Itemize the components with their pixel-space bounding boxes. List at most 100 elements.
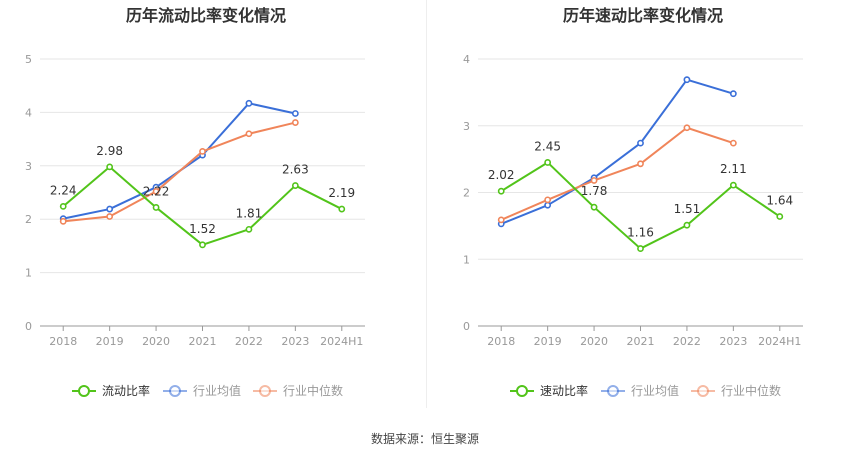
data-point: [106, 213, 114, 220]
data-label: 2.11: [720, 162, 747, 176]
legend-label: 行业中位数: [283, 383, 343, 398]
legend-label: 行业均值: [631, 383, 679, 398]
x-tick-label: 2020: [580, 335, 608, 348]
data-point: [291, 182, 299, 189]
data-point: [106, 205, 114, 213]
data-point: [776, 213, 784, 220]
data-label: 2.22: [143, 184, 170, 198]
x-tick-label: 2021: [189, 335, 217, 348]
y-tick-label: 2: [463, 187, 470, 200]
series-line: [500, 126, 734, 221]
x-tick-label: 2019: [96, 335, 124, 348]
data-point: [199, 147, 206, 155]
data-point: [245, 130, 253, 138]
data-point: [152, 188, 160, 195]
source-note: 数据来源：恒生聚源: [370, 432, 479, 446]
x-tick-label: 2018: [487, 335, 515, 348]
data-label: 1.16: [627, 226, 654, 240]
legend-label: 流动比率: [102, 383, 150, 398]
series-line: [500, 78, 734, 225]
data-point: [590, 203, 598, 211]
data-label: 2.45: [534, 139, 561, 153]
data-point: [199, 241, 206, 249]
data-point: [637, 139, 644, 147]
legend-label: 速动比率: [540, 383, 588, 398]
data-point: [729, 139, 737, 147]
x-tick-label: 2023: [281, 335, 309, 348]
series-line: [63, 121, 296, 223]
legend-label: 行业中位数: [721, 383, 781, 398]
series-line: [63, 102, 296, 220]
data-point: [106, 163, 114, 171]
legend-item: 行业均值: [601, 383, 679, 398]
chart-title: 历年流动比率变化情况: [126, 6, 286, 25]
legend-marker: [607, 385, 619, 397]
data-point: [59, 202, 67, 210]
legend-item: 行业中位数: [691, 383, 781, 398]
legend-marker: [516, 385, 528, 397]
y-tick-label: 0: [463, 320, 470, 333]
legend-marker: [259, 385, 271, 397]
data-point: [544, 201, 552, 209]
x-tick-label: 2020: [142, 335, 170, 348]
data-label: 2.63: [282, 163, 309, 177]
data-point: [291, 119, 299, 126]
legend-marker: [78, 385, 90, 397]
y-tick-label: 3: [25, 160, 32, 173]
data-label: 1.81: [236, 206, 263, 220]
data-point: [152, 204, 160, 211]
data-label: 1.51: [674, 202, 701, 216]
data-point: [683, 124, 691, 132]
y-tick-label: 3: [463, 120, 470, 133]
chart-1: 历年流动比率变化情况 0 1 2 3 4 5 2018 2019 2020 2021 2022 2023…: [25, 6, 365, 398]
panel-divider: [426, 0, 427, 408]
x-tick-label: 2024H1: [320, 335, 363, 348]
data-point: [729, 181, 737, 189]
data-point: [544, 196, 552, 204]
data-label: 2.24: [50, 183, 77, 197]
data-label: 1.52: [189, 222, 216, 236]
legend-item: 速动比率: [510, 383, 588, 398]
data-point: [590, 177, 598, 184]
x-tick-label: 2022: [235, 335, 263, 348]
legend-marker: [169, 385, 181, 397]
data-point: [497, 187, 505, 195]
legend-item: 流动比率: [72, 383, 150, 398]
data-label: 2.98: [96, 144, 123, 158]
y-tick-label: 4: [25, 106, 32, 119]
x-tick-label: 2021: [627, 335, 655, 348]
x-tick-label: 2024H1: [758, 335, 801, 348]
x-tick-label: 2023: [719, 335, 747, 348]
data-point: [729, 90, 737, 98]
y-tick-label: 2: [25, 213, 32, 226]
legend-item: 行业均值: [163, 383, 241, 398]
legend-label: 行业均值: [193, 383, 241, 398]
data-point: [544, 159, 552, 166]
data-label: 1.64: [766, 194, 793, 208]
y-tick-label: 1: [463, 253, 470, 266]
data-label: 2.19: [328, 186, 355, 200]
data-label: 1.78: [581, 184, 608, 198]
data-point: [245, 225, 253, 233]
y-tick-label: 5: [25, 53, 32, 66]
chart-2: 历年速动比率变化情况 0 1 2 3 4 2018 2019 2020 2021 2022 2023 2…: [463, 6, 803, 398]
data-point: [59, 217, 67, 225]
x-tick-label: 2018: [49, 335, 77, 348]
data-point: [338, 205, 346, 213]
data-point: [683, 221, 691, 229]
y-tick-label: 1: [25, 267, 32, 280]
data-point: [683, 76, 691, 84]
x-tick-label: 2019: [534, 335, 562, 348]
data-label: 2.02: [488, 168, 515, 182]
legend-item: 行业中位数: [253, 383, 343, 398]
data-point: [637, 245, 644, 252]
data-point: [497, 216, 505, 224]
data-point: [637, 160, 644, 168]
data-point: [245, 99, 253, 107]
data-point: [291, 110, 299, 117]
charts-svg: 历年流动比率变化情况 0 1 2 3 4 5 2018 2019 2020 2021 2022 2023…: [25, 6, 803, 398]
chart-title: 历年速动比率变化情况: [563, 6, 723, 25]
x-tick-label: 2022: [673, 335, 701, 348]
legend-marker: [697, 385, 709, 397]
